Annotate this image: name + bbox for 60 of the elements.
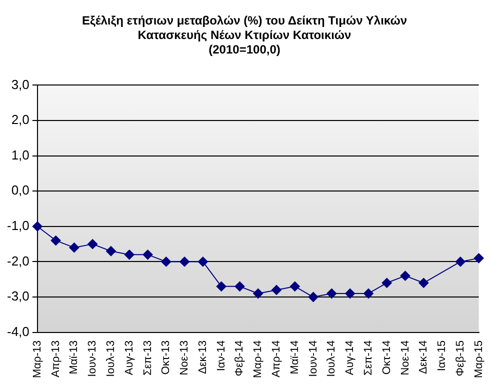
text: Εξέλιξη ετήσιων μεταβολών (%) του Δείκτη Τιμών Υλικών (82, 14, 408, 28)
point (180, 256, 190, 267)
x-tick-label: Φεβ-15 (454, 340, 466, 376)
x-tick-label: Αυγ-14 (344, 340, 356, 376)
x-tick-label: Αυγ-13 (123, 340, 136, 376)
x-tick-label: Ιουλ-14 (326, 340, 338, 377)
point (308, 292, 318, 302)
x-tick-label: Νοε-14 (399, 340, 412, 376)
point (142, 250, 153, 260)
y-tick-label: -2,0 (6, 253, 30, 268)
x-tick-label: Μαρ-15 (472, 340, 485, 378)
y-tick-label: 1,0 (11, 147, 30, 162)
point (216, 281, 226, 292)
x-tick-label: Μαρ-13 (31, 340, 44, 378)
x-tick-label: Σεπ-14 (362, 340, 374, 376)
x-tick-label: Μαϊ-13 (68, 340, 80, 374)
x-tick-label: Σεπ-13 (142, 340, 154, 376)
point (400, 270, 410, 281)
y-tick-label: -4,0 (6, 324, 30, 339)
y-tick-label: -1,0 (6, 218, 30, 233)
x-tick-label: Οκτ-13 (160, 340, 172, 375)
text: Κατασκευής Νέων Κτιρίων Κατοικιών (138, 28, 352, 42)
y-tick-label: -3,0 (6, 288, 30, 304)
x-tick-label: Μαϊ-14 (288, 340, 301, 374)
point (290, 281, 300, 292)
x-tick-label: Οκτ-14 (380, 340, 393, 375)
y-tick-label: 0,0 (11, 182, 30, 198)
x-tick-label: Απρ-14 (270, 340, 283, 378)
y-tick-label: 3,0 (11, 76, 30, 92)
x-tick-label: Ιαν-15 (436, 340, 448, 372)
point (418, 278, 429, 288)
point (198, 256, 208, 267)
point (161, 256, 172, 267)
x-tick-label: Ιουν-14 (307, 340, 320, 377)
x-tick-label: Ιαν-14 (215, 340, 228, 372)
x-tick-label: Ιουλ-13 (105, 340, 117, 377)
x-tick-label: Απρ-13 (50, 340, 62, 378)
x-tick-label: Νοε-13 (178, 340, 191, 376)
point (326, 288, 337, 298)
x-tick-label: Δεκ-14 (418, 340, 430, 374)
point (32, 221, 42, 232)
point (234, 281, 245, 292)
point (50, 236, 61, 246)
point (253, 288, 264, 298)
point (345, 288, 356, 298)
y-tick-label: 2,0 (11, 112, 30, 128)
point (363, 288, 374, 298)
point (455, 256, 466, 267)
point (106, 246, 116, 256)
text: (2010=100,0) (208, 42, 280, 56)
x-tick-label: Φεβ-14 (234, 340, 246, 376)
x-tick-label: Δεκ-13 (196, 340, 209, 374)
point (124, 250, 134, 260)
x-tick-label: Ιουν-13 (86, 340, 99, 377)
point (382, 278, 392, 288)
point (271, 284, 282, 295)
x-tick-label: Μαρ-14 (252, 340, 264, 378)
point (69, 242, 80, 253)
point (474, 253, 484, 264)
point (88, 239, 98, 250)
